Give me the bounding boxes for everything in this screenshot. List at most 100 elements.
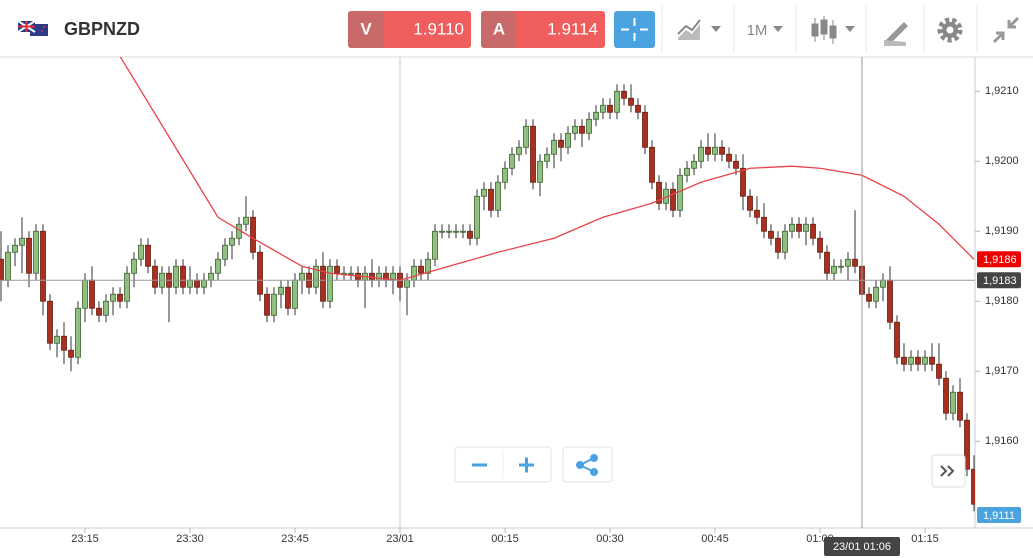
candle-body [257, 251, 263, 295]
x-tick-label: 00:45 [701, 533, 729, 545]
candle-body [348, 272, 354, 275]
ma-label: 1,9186 [983, 254, 1017, 266]
candle-body [817, 237, 823, 253]
candle-body [677, 174, 683, 211]
candle-style-button[interactable] [811, 16, 855, 44]
candle-body [880, 279, 886, 288]
candle-body [530, 125, 536, 183]
candle-body [5, 251, 11, 281]
draw-button[interactable] [884, 22, 908, 46]
candle-body [698, 146, 704, 162]
candle-body [957, 391, 963, 421]
crosshair-y-label: 1,9183 [983, 275, 1017, 287]
candle-body [12, 244, 18, 253]
candle-body [754, 209, 760, 218]
candle-body [558, 139, 564, 148]
candle-body [670, 188, 676, 211]
candle-body [509, 153, 515, 169]
candle-body [600, 104, 606, 113]
candle-body [425, 258, 431, 274]
timeframe: 1M [747, 22, 768, 39]
x-tick-label: 23/01 [386, 533, 414, 545]
crosshair-button[interactable] [614, 11, 655, 48]
candle-body [908, 356, 914, 365]
candle-body [824, 251, 830, 274]
candle-body [145, 244, 151, 267]
candle-body [656, 181, 662, 204]
candle-body [138, 244, 144, 260]
candle-body [222, 244, 228, 260]
candle-body [936, 363, 942, 379]
candle-body [628, 97, 634, 106]
candle-body [943, 377, 949, 414]
candle-body [775, 237, 781, 253]
candle-body [418, 265, 424, 274]
x-tick-label: 01:15 [911, 533, 939, 545]
candle-body [229, 237, 235, 246]
candle-body [761, 216, 767, 232]
zoom-in-button[interactable] [519, 457, 534, 473]
candle-body [68, 349, 74, 358]
candle-body [61, 335, 67, 351]
y-tick-label: 1,9170 [985, 365, 1019, 377]
candle-body [691, 160, 697, 169]
candle-body [215, 258, 221, 274]
candle-body [803, 223, 809, 232]
candle-body [621, 90, 627, 99]
scroll-latest-button[interactable] [931, 454, 966, 488]
timeframe-button[interactable]: 1M [747, 22, 783, 39]
candle-body [964, 419, 970, 470]
candle-body [334, 265, 340, 274]
candle-body [915, 356, 921, 365]
candle-body [404, 279, 410, 288]
candle-body [0, 258, 4, 281]
candle-body [831, 265, 837, 274]
candle-body [838, 265, 844, 268]
chart-type-button[interactable] [677, 19, 721, 40]
candle-body [110, 293, 116, 302]
candle-body [439, 230, 445, 233]
candle-body [446, 230, 452, 233]
candle-body [887, 279, 893, 323]
candle-body [551, 139, 557, 155]
collapse-button[interactable] [992, 16, 1020, 44]
candle-body [852, 258, 858, 267]
buy-label: A [493, 19, 505, 38]
candle-body [950, 391, 956, 414]
candle-body [411, 265, 417, 281]
candle-body [565, 132, 571, 148]
candle-body [649, 146, 655, 183]
candle-body [299, 272, 305, 281]
candle-body [320, 265, 326, 302]
candle-body [593, 111, 599, 120]
candle-body [586, 118, 592, 134]
symbol: GBPNZD [64, 19, 140, 39]
candle-body [579, 125, 585, 134]
candle-body [607, 104, 613, 113]
sell-button[interactable]: V 1.9110 [348, 11, 471, 48]
candle-body [96, 307, 102, 316]
settings-button[interactable] [937, 17, 963, 43]
crosshair-x-box [824, 537, 900, 556]
buy-button[interactable]: A 1.9114 [481, 11, 605, 48]
candle-body [712, 146, 718, 155]
candle-body [782, 230, 788, 253]
candle-body [271, 293, 277, 316]
candle-body [285, 286, 291, 309]
x-tick-label: 23:30 [176, 533, 204, 545]
candle-body [901, 356, 907, 365]
candle-body [733, 160, 739, 169]
candle-body [19, 237, 25, 246]
share-button[interactable] [576, 454, 598, 476]
candle-body [117, 293, 123, 302]
candle-body [873, 286, 879, 302]
candle-body [54, 335, 60, 344]
sell-price: 1.9110 [413, 19, 464, 38]
candle-body [719, 146, 725, 155]
candle-body [40, 230, 46, 302]
candle-body [810, 223, 816, 239]
axes: 1,9210 1,9200 1,9190 1,9180 1,9170 1,9160 23:1… [71, 85, 1021, 556]
x-tick-label: 23:15 [71, 533, 99, 545]
candle-body [740, 167, 746, 197]
candle-body [327, 265, 333, 302]
